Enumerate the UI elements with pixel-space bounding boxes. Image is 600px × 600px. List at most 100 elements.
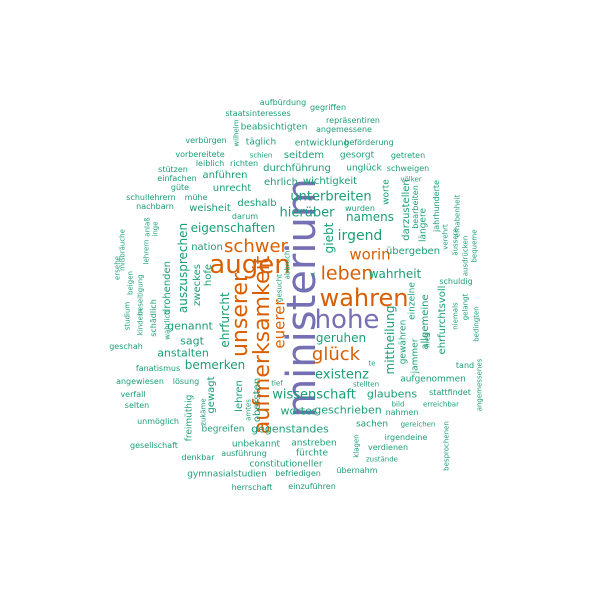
word: leiblich <box>195 159 225 168</box>
word: ehrfurchtsvoll <box>437 285 448 355</box>
word: wortes <box>280 404 318 418</box>
word: übernahm <box>336 466 378 475</box>
word: glück <box>311 344 361 365</box>
word: beabsichtigten <box>240 122 308 133</box>
word: wahrlich <box>163 310 172 340</box>
word: nation <box>191 242 223 253</box>
word: jammer <box>410 338 421 374</box>
word: worte <box>381 179 392 205</box>
word: freimüthig <box>184 394 195 442</box>
word: übergeben <box>385 246 441 257</box>
word: angewiesen <box>116 377 164 386</box>
word: unglück <box>346 163 382 174</box>
word: fürchte <box>295 448 329 459</box>
word: gymnasialstudien <box>187 469 267 480</box>
word: verbürgen <box>185 136 227 145</box>
word: zweckes <box>192 264 203 306</box>
word: besprochenen <box>442 421 451 471</box>
word: wissenschaft <box>272 387 356 403</box>
word: darum <box>231 212 259 221</box>
word: glaubens <box>366 387 418 401</box>
word: giebt <box>322 222 336 254</box>
word: schweigen <box>386 164 430 173</box>
word: unmöglich <box>137 417 179 426</box>
word: befriedigen <box>275 469 321 478</box>
word: einzelne <box>407 282 418 320</box>
word: te <box>368 359 376 368</box>
word: staatsinteresses <box>225 109 291 118</box>
word: anlaß <box>143 217 152 237</box>
word: lehren <box>234 380 245 412</box>
word: wilhelm <box>232 119 241 147</box>
word: kindern <box>136 308 145 336</box>
word: richten <box>229 159 259 168</box>
word: nahmen <box>385 408 419 417</box>
word: eigenschaften <box>190 221 276 235</box>
word: ausführung <box>221 449 267 458</box>
word: gegriffen <box>309 103 347 112</box>
word: klagen <box>352 434 361 458</box>
word: ehrfurcht <box>218 292 232 348</box>
word: sachen <box>355 419 389 430</box>
word: irgend <box>337 228 383 244</box>
word: stattfindet <box>429 388 471 397</box>
word: hohe <box>314 305 380 335</box>
word: drohenden <box>162 260 173 316</box>
word: tand <box>455 361 475 370</box>
word: mühe <box>184 193 208 202</box>
word: lösung <box>172 377 200 386</box>
word: wichtigkeit <box>302 176 358 187</box>
word: verehrt <box>441 224 450 250</box>
word: d <box>311 272 315 279</box>
word: völker <box>400 175 422 184</box>
word: schien <box>249 151 273 160</box>
word: angemessenes <box>475 358 484 412</box>
word: beförderung <box>344 138 394 147</box>
word: anstalten <box>157 346 209 360</box>
word: ehrlich <box>264 177 298 188</box>
word: zukäme <box>199 398 208 426</box>
word: constitutioneller <box>249 459 323 470</box>
word: gereichen <box>400 420 436 429</box>
word: genannt <box>167 319 213 333</box>
word: stützen <box>158 165 188 174</box>
word: nachbarn <box>136 202 174 211</box>
word: unrecht <box>212 183 252 194</box>
word: hierüber <box>279 205 335 221</box>
word: fanatismus <box>135 364 181 373</box>
word: hofe <box>203 263 214 287</box>
word: längere <box>418 207 429 243</box>
word: geschrieben <box>314 403 382 417</box>
word: ersehe <box>113 256 122 280</box>
word: inge <box>151 221 160 237</box>
word: gewähren <box>398 319 409 365</box>
word: schwer <box>224 236 288 257</box>
word: hielt <box>423 332 432 348</box>
word: jahrhunderte <box>432 180 441 232</box>
word: einfachen <box>157 174 197 183</box>
word: vorbereitete <box>175 150 225 159</box>
word: selten <box>124 401 150 410</box>
word: schädlich <box>149 299 158 337</box>
word: täglich <box>245 137 277 148</box>
word: begreifen <box>201 424 245 435</box>
word: worin <box>349 245 391 264</box>
word: schullehrern <box>126 193 176 202</box>
word: unserer <box>228 272 253 358</box>
word: bedingten <box>472 306 481 342</box>
word: denkbar <box>181 453 215 462</box>
word: anführen <box>202 170 248 181</box>
word: tief <box>271 379 283 388</box>
word: weisheit <box>189 203 231 214</box>
word: angemessene <box>316 125 372 134</box>
word: mittheilung <box>383 305 397 375</box>
word: stellten <box>352 380 380 389</box>
word: deshalb <box>237 198 277 209</box>
word: güte <box>170 183 190 192</box>
word: aufgenommen <box>400 374 466 385</box>
word: verdienen <box>367 443 409 452</box>
word: repräsentiren <box>326 116 380 125</box>
word: äussere <box>451 228 460 256</box>
word: lehrern <box>142 239 151 265</box>
